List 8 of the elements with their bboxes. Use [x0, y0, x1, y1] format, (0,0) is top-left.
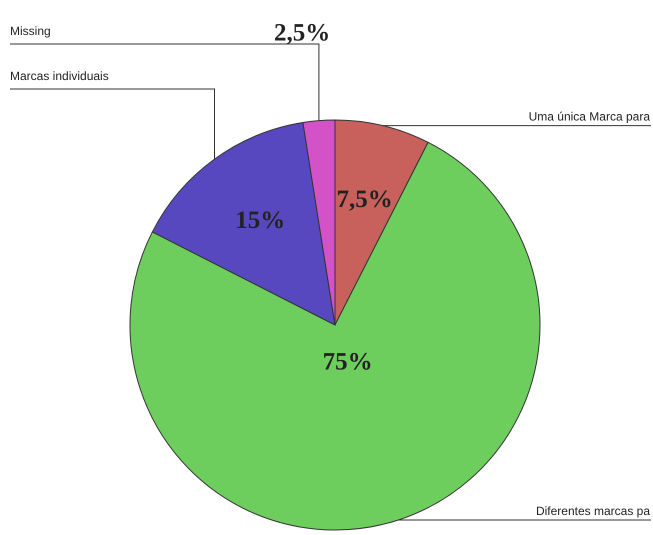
slice-label: Marcas individuais	[10, 69, 109, 83]
data-label: 15%	[235, 206, 286, 234]
data-label: 2,5%	[274, 20, 330, 47]
slice-label: Diferentes marcas pa	[536, 504, 650, 518]
slice-label: Missing	[10, 24, 51, 38]
data-label: 7,5%	[336, 186, 393, 214]
data-label: 75%	[322, 348, 373, 376]
slice-label: Uma única Marca para	[528, 110, 650, 124]
